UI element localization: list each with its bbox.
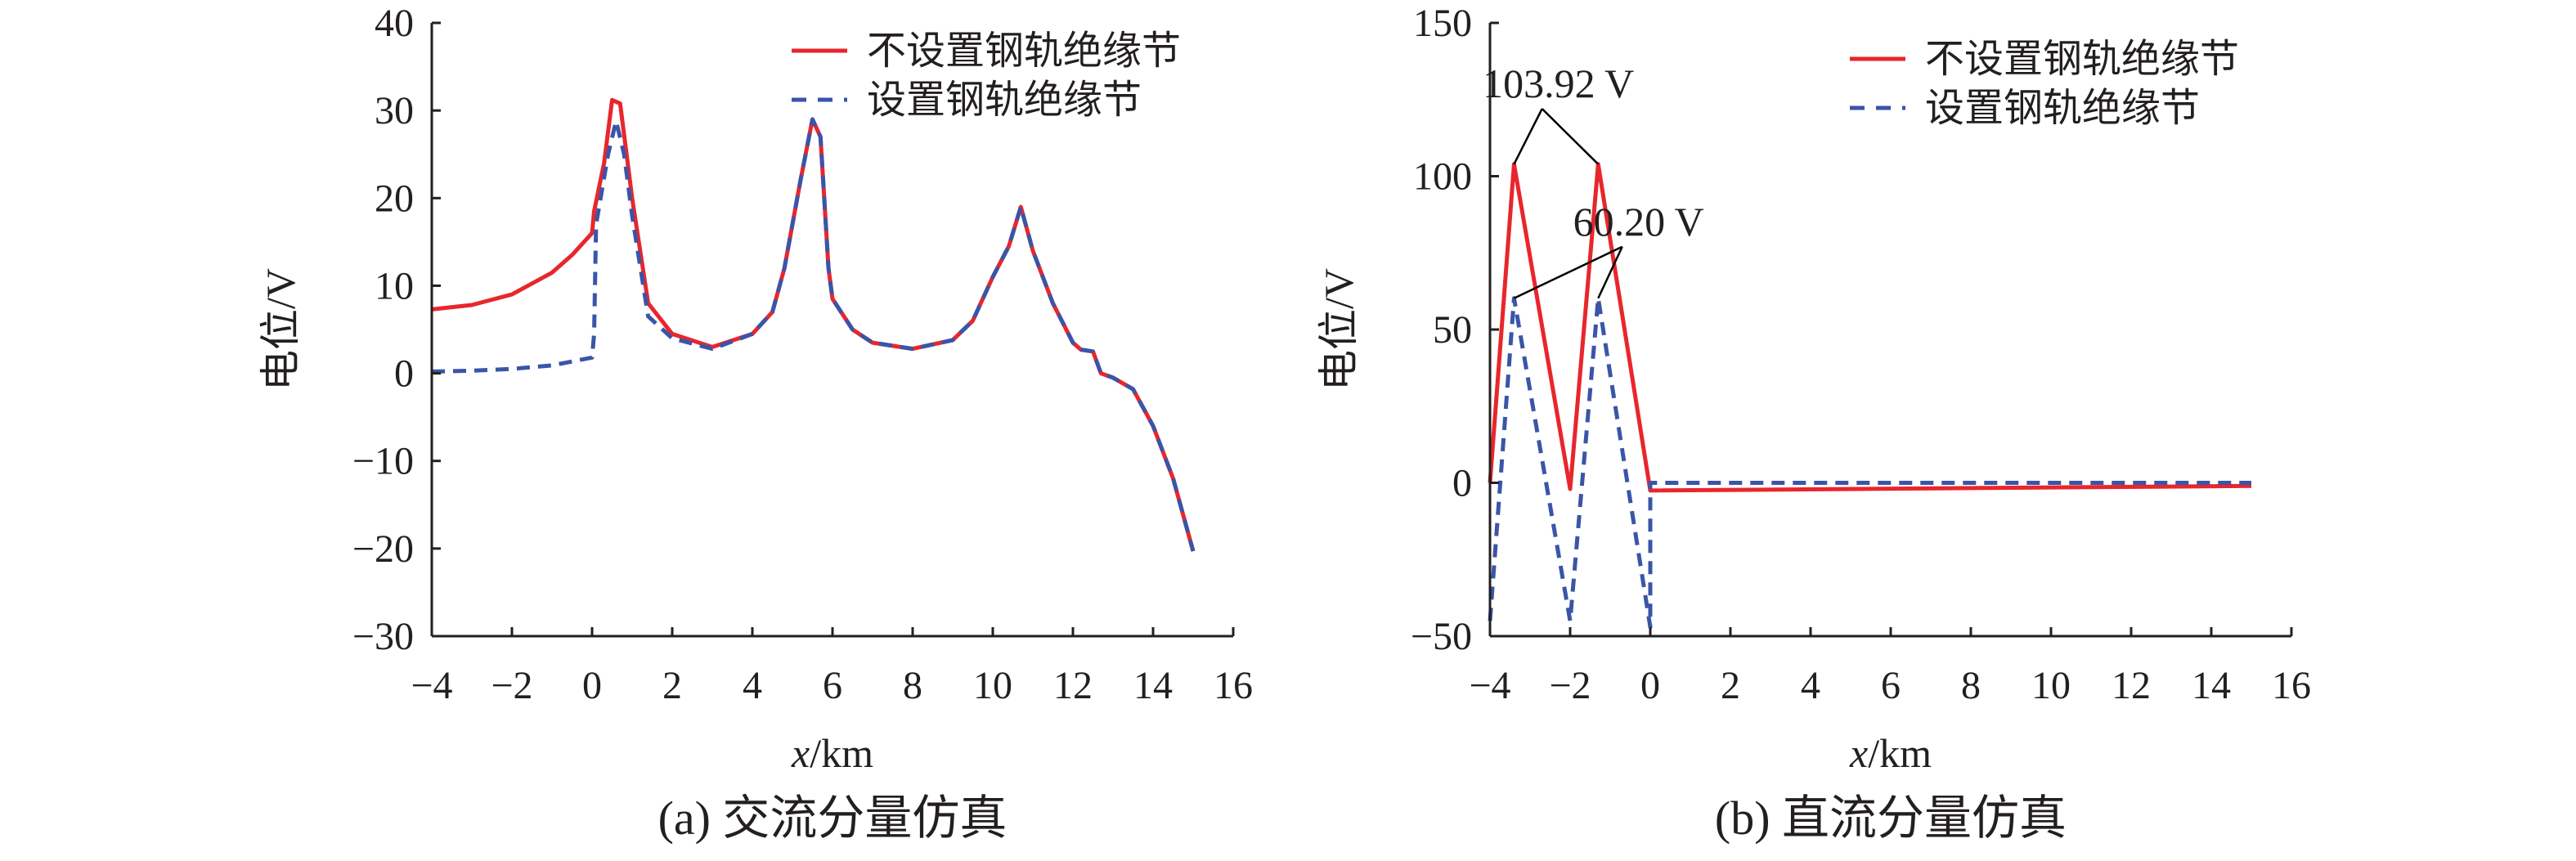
series-line-0 <box>431 97 1196 552</box>
y-tick-label: −10 <box>352 440 414 483</box>
y-tick-label: 0 <box>394 352 414 396</box>
x-tick-label: 6 <box>1881 664 1901 707</box>
y-tick-label: 40 <box>375 2 414 45</box>
x-tick-label: 16 <box>2272 664 2311 707</box>
annotation-leader <box>1597 246 1623 299</box>
xlabel: x/km <box>1849 730 1932 776</box>
legend-label-0: 不设置钢轨绝缘节 <box>1925 38 2239 81</box>
y-tick-label: −30 <box>352 615 414 658</box>
x-tick-label: 8 <box>1961 664 1981 707</box>
ylabel: 电位/V <box>1316 268 1362 391</box>
x-tick-label: 0 <box>1640 664 1660 707</box>
x-tick-label: 12 <box>2112 664 2151 707</box>
x-tick-label: 4 <box>743 664 762 707</box>
x-tick-label: 10 <box>2031 664 2071 707</box>
x-tick-label: 6 <box>823 664 842 707</box>
legend-label-1: 设置钢轨绝缘节 <box>1925 87 2200 130</box>
x-tick-label: 8 <box>903 664 922 707</box>
caption: (b) 直流分量仿真 <box>1715 791 2067 845</box>
x-tick-label: −2 <box>1549 664 1591 707</box>
y-tick-label: −50 <box>1411 615 1472 658</box>
x-tick-label: 4 <box>1801 664 1820 707</box>
y-tick-label: 30 <box>375 89 414 132</box>
y-tick-label: 10 <box>375 264 414 307</box>
x-tick-label: −4 <box>411 664 452 707</box>
annotation-label: 60.20 V <box>1573 199 1704 244</box>
series-line-1 <box>1488 296 2251 630</box>
x-tick-label: 12 <box>1053 664 1093 707</box>
x-tick-label: 16 <box>1214 664 1253 707</box>
x-tick-label: 2 <box>1721 664 1740 707</box>
y-tick-label: 150 <box>1413 2 1472 45</box>
annotation-leader <box>1541 108 1600 165</box>
x-tick-label: −2 <box>491 664 532 707</box>
y-tick-label: −20 <box>352 527 414 571</box>
series-line-1 <box>431 117 1196 552</box>
annotation-label: 103.92 V <box>1483 61 1634 106</box>
y-tick-label: 20 <box>375 177 414 220</box>
ylabel: 电位/V <box>258 268 303 391</box>
x-tick-label: 2 <box>662 664 682 707</box>
annotation-leader <box>1513 245 1623 299</box>
x-tick-label: 14 <box>1133 664 1173 707</box>
xlabel: x/km <box>791 730 873 776</box>
annotation-leader <box>1513 108 1543 165</box>
x-tick-label: 10 <box>973 664 1012 707</box>
x-tick-label: 14 <box>2192 664 2231 707</box>
y-tick-label: 50 <box>1433 308 1472 352</box>
x-tick-label: 0 <box>582 664 602 707</box>
y-tick-label: 100 <box>1413 155 1472 199</box>
legend-label-0: 不设置钢轨绝缘节 <box>867 29 1181 73</box>
caption: (a) 交流分量仿真 <box>658 791 1008 845</box>
y-tick-label: 0 <box>1452 462 1472 505</box>
legend-label-1: 设置钢轨绝缘节 <box>867 78 1142 122</box>
x-tick-label: −4 <box>1469 664 1510 707</box>
series-line-0 <box>1488 162 2252 493</box>
